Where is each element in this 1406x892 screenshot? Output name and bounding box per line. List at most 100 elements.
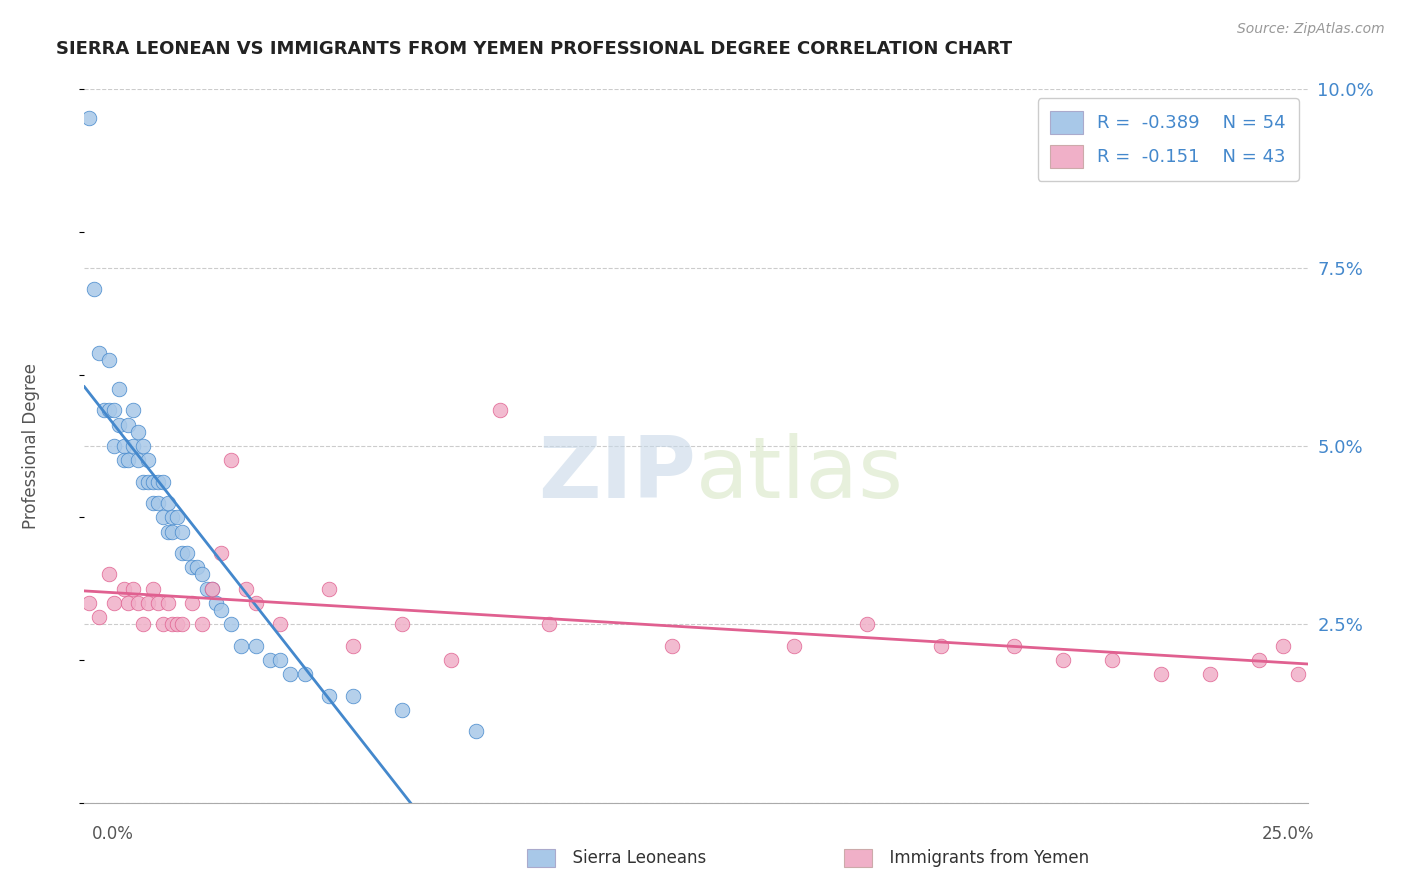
Point (112, 582, 135, 596)
Point (127, 596, 149, 610)
Text: SIERRA LEONEAN VS IMMIGRANTS FROM YEMEN PROFESSIONAL DEGREE CORRELATION CHART: SIERRA LEONEAN VS IMMIGRANTS FROM YEMEN … (56, 40, 1012, 58)
Point (142, 475, 165, 489)
Point (103, 596, 125, 610)
Point (342, 639, 364, 653)
Point (200, 582, 222, 596)
Point (87, 346, 110, 360)
Point (156, 524, 179, 539)
Point (245, 596, 267, 610)
Point (391, 703, 413, 717)
Point (172, 524, 194, 539)
Point (142, 496, 165, 510)
Point (162, 510, 184, 524)
Point (209, 546, 232, 560)
Point (391, 617, 413, 632)
Point (1286, 667, 1309, 681)
Point (152, 510, 174, 524)
Point (219, 617, 242, 632)
Point (97, 567, 120, 582)
Point (1247, 653, 1270, 667)
Point (205, 596, 228, 610)
Text: Professional Degree: Professional Degree (22, 363, 39, 529)
Point (112, 439, 135, 453)
Point (152, 475, 174, 489)
Point (191, 567, 214, 582)
Point (269, 653, 291, 667)
Point (235, 582, 257, 596)
Point (1052, 653, 1074, 667)
Point (77, 111, 100, 125)
Point (172, 617, 194, 632)
Text: ZIP: ZIP (538, 433, 696, 516)
Point (132, 475, 155, 489)
Point (127, 453, 149, 467)
Point (186, 560, 208, 574)
Point (112, 453, 135, 467)
Point (661, 639, 683, 653)
Point (162, 524, 184, 539)
Point (176, 546, 198, 560)
Point (146, 475, 169, 489)
Point (1150, 667, 1173, 681)
Point (209, 603, 232, 617)
Point (146, 496, 169, 510)
Point (122, 439, 145, 453)
Legend: R =  -0.389    N = 54, R =  -0.151    N = 43: R = -0.389 N = 54, R = -0.151 N = 43 (1038, 98, 1299, 181)
Text: 0.0%: 0.0% (91, 825, 134, 843)
Point (464, 724, 486, 739)
Point (136, 453, 159, 467)
Point (97, 403, 120, 417)
Point (127, 425, 149, 439)
Point (172, 546, 194, 560)
Point (122, 403, 145, 417)
Point (103, 439, 125, 453)
Point (783, 639, 806, 653)
Point (294, 667, 316, 681)
Point (245, 639, 267, 653)
Point (342, 689, 364, 703)
Point (142, 582, 165, 596)
Point (132, 439, 155, 453)
Point (259, 653, 281, 667)
Point (200, 582, 222, 596)
Point (166, 510, 188, 524)
Text: Source: ZipAtlas.com: Source: ZipAtlas.com (1237, 22, 1385, 37)
Point (87, 610, 110, 624)
Point (278, 667, 301, 681)
Point (318, 689, 340, 703)
Point (77, 596, 100, 610)
Point (136, 596, 159, 610)
Point (136, 475, 159, 489)
Text: Immigrants from Yemen: Immigrants from Yemen (879, 849, 1088, 867)
Point (318, 582, 340, 596)
Point (1002, 639, 1025, 653)
Point (117, 417, 139, 432)
Point (107, 382, 129, 396)
Point (162, 617, 184, 632)
Point (489, 403, 512, 417)
Point (107, 417, 129, 432)
Point (146, 596, 169, 610)
Point (856, 617, 879, 632)
Point (97, 353, 120, 368)
Point (156, 596, 179, 610)
Point (83, 282, 105, 296)
Point (440, 653, 463, 667)
Point (117, 596, 139, 610)
Point (538, 617, 561, 632)
Point (117, 453, 139, 467)
Point (1198, 667, 1220, 681)
Point (122, 582, 145, 596)
Point (229, 639, 252, 653)
Text: 25.0%: 25.0% (1263, 825, 1315, 843)
Point (166, 617, 188, 632)
Point (929, 639, 952, 653)
Point (191, 617, 214, 632)
Point (181, 560, 204, 574)
Point (181, 596, 204, 610)
Text: Sierra Leoneans: Sierra Leoneans (562, 849, 707, 867)
Point (93, 403, 115, 417)
Point (152, 617, 174, 632)
Point (1101, 653, 1123, 667)
Text: atlas: atlas (696, 433, 904, 516)
